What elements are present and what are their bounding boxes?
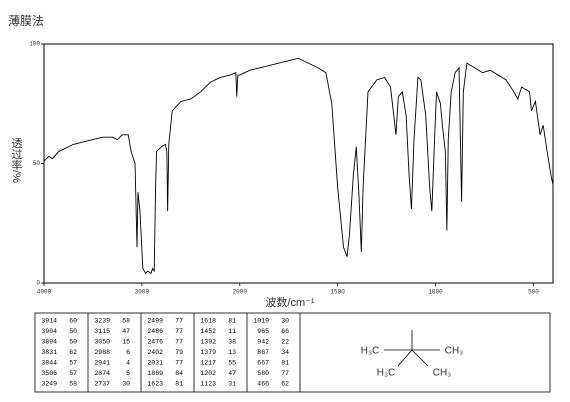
table-cell: 5 [126,370,130,377]
x-tick-label: 4000 [37,289,52,296]
table-cell: 77 [175,318,183,325]
plot-frame [43,43,554,284]
table-cell: 1123 [200,381,216,388]
table-cell: 11 [228,328,236,335]
table-cell: 79 [175,349,183,356]
table-cell: 6 [126,349,130,356]
table-cell: 34 [281,349,289,356]
table-cell: 965 [257,328,269,335]
table-cell: 2031 [147,360,163,367]
table-cell: 1392 [200,339,216,346]
table-cell: 3904 [41,328,57,335]
table-cell: 1019 [253,318,269,325]
table-cell: 1623 [147,381,163,388]
table-cell: 2402 [147,349,163,356]
table-cell: 13 [228,349,236,356]
table-cell: 3239 [94,318,110,325]
table-cell: 2737 [94,381,110,388]
table-cell: 466 [257,381,269,388]
table-cell: 30 [281,318,289,325]
table-cell: 66 [281,328,289,335]
table-cell: 942 [257,339,269,346]
table-cell: 58 [69,381,77,388]
table-cell: 2874 [94,370,110,377]
table-cell: 58 [122,318,130,325]
table-cell: 55 [228,360,236,367]
atom-label: H₃C [377,368,396,379]
atom-label: H₃C [361,346,380,357]
x-tick-label: 1000 [428,289,443,296]
table-cell: 2499 [147,318,163,325]
y-tick-label: 50 [33,160,41,167]
table-cell: 77 [175,328,183,335]
table-cell: 47 [228,370,236,377]
bond [411,349,429,367]
table-cell: 3894 [41,339,57,346]
table-cell: 62 [281,381,289,388]
y-tick-label: 100 [29,41,40,48]
table-cell: 81 [281,360,289,367]
table-cell: 50 [69,328,77,335]
table-cell: 3050 [94,339,110,346]
table-cell: 77 [175,339,183,346]
table-cell: 867 [257,349,269,356]
atom-label: CH₃ [445,346,464,357]
table-cell: 47 [122,328,130,335]
table-cell: 2476 [147,339,163,346]
x-tick-label: 2000 [233,289,248,296]
table-cell: 77 [175,360,183,367]
table-cell: 1452 [200,328,216,335]
table-cell: 4 [126,360,130,367]
table-cell: 1217 [200,360,216,367]
table-cell: 81 [175,381,183,388]
y-axis-label: 透过率/% [10,137,23,183]
table-cell: 57 [69,360,77,367]
spectrum-line [43,57,554,275]
title: 薄膜法 [8,13,44,28]
table-cell: 31 [228,381,236,388]
table-cell: 580 [257,370,269,377]
table-cell: 3506 [41,370,57,377]
y-tick-label: 0 [36,280,40,287]
table-cell: 1618 [200,318,216,325]
x-tick-label: 500 [528,289,539,296]
table-cell: 22 [281,339,289,346]
table-cell: 2486 [147,328,163,335]
table-cell: 38 [228,339,236,346]
table-cell: 667 [257,360,269,367]
table-cell: 3115 [94,328,110,335]
bond [397,349,413,367]
table-cell: 84 [175,370,183,377]
table-cell: 50 [69,339,77,346]
table-cell: 3831 [41,349,57,356]
table-cell: 1869 [147,370,163,377]
atom-label: CH₃ [433,368,452,379]
table-cell: 57 [69,370,77,377]
table-cell: 60 [69,318,77,325]
table-cell: 62 [69,349,77,356]
table-cell: 3914 [41,318,57,325]
table-cell: 30 [122,381,130,388]
table-cell: 81 [228,318,236,325]
table-cell: 2988 [94,349,110,356]
table-frame [34,312,551,393]
table-cell: 1379 [200,349,216,356]
table-cell: 3249 [41,381,57,388]
x-axis-label: 波数/cm⁻¹ [265,296,315,309]
x-tick-label: 1500 [330,289,345,296]
table-cell: 3844 [41,360,57,367]
structure [384,330,440,367]
table-cell: 15 [122,339,130,346]
x-tick-label: 3000 [135,289,150,296]
table-cell: 1202 [200,370,216,377]
table-cell: 77 [281,370,289,377]
table-cell: 2941 [94,360,110,367]
